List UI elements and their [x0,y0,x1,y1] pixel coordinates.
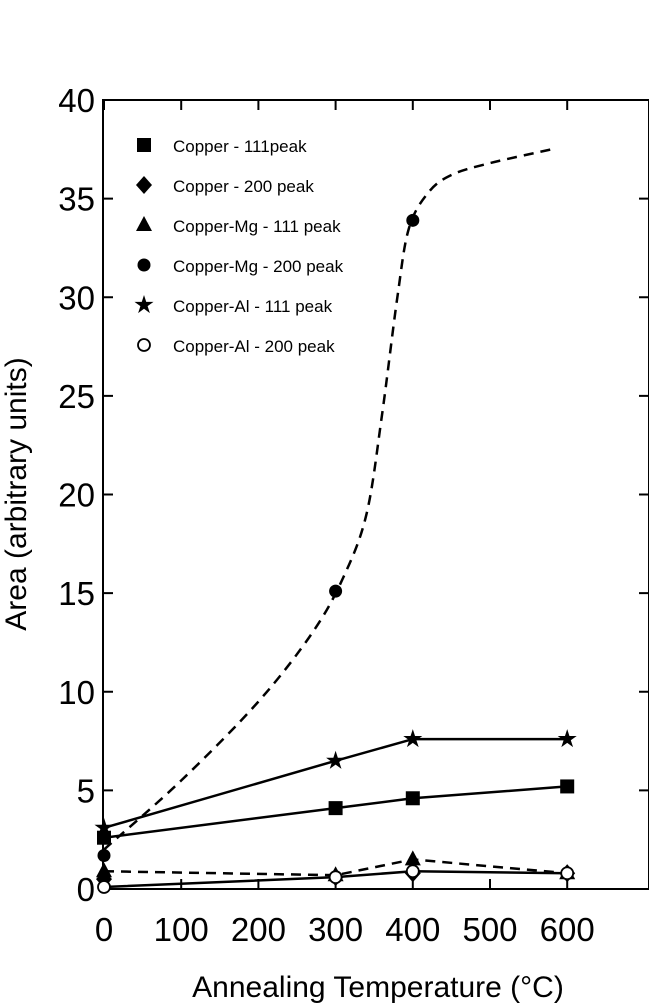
y-tick-label: 25 [58,378,95,415]
legend-label: Copper - 200 peak [173,177,314,196]
data-point-circle [406,213,420,227]
y-axis-title: Area (arbitrary units) [0,357,33,630]
series-line [103,869,568,889]
y-tick-label: 30 [58,279,95,316]
data-point-open-circle [328,870,343,885]
y-tick-label: 35 [58,181,95,218]
y-tick-label: 10 [58,674,95,711]
legend-label: Copper-Mg - 200 peak [173,257,344,276]
y-axis-ticks: 0 5 10 15 20 25 30 35 40 [58,82,649,908]
data-point-star [94,817,114,836]
x-tick-label: 0 [95,911,113,948]
x-axis-title: Annealing Temperature (°C) [192,971,564,1004]
data-point-square [405,791,420,806]
legend-marker-open-circle [137,338,151,352]
data-point-square [97,830,111,845]
legend-label: Copper-Al - 200 peak [173,337,335,356]
legend-label: Copper-Mg - 111 peak [173,217,341,236]
curves-layer [103,148,568,889]
y-tick-label: 20 [58,477,95,514]
legend-label: Copper-Al - 111 peak [173,297,333,316]
data-point-open-circle [405,864,420,879]
y-tick-label: 40 [58,82,95,119]
x-tick-label: 100 [154,911,209,948]
legend-marker-circle [137,258,151,272]
series-line [103,785,568,839]
data-point-circle [97,848,111,862]
x-axis-ticks: 0 100 200 300 400 500 600 [95,100,595,948]
series-line [103,737,568,830]
y-tick-label: 0 [77,871,95,908]
data-point-star [403,729,423,748]
data-point-triangle [96,862,112,878]
x-tick-label: 600 [540,911,595,948]
data-point-open-circle [97,880,111,894]
markers-layer [94,213,577,894]
x-tick-label: 400 [385,911,440,948]
x-tick-label: 200 [231,911,286,948]
data-point-square [560,779,575,794]
legend: Copper - 111peak Copper - 200 peak Copper-… [134,137,344,356]
data-point-square [328,801,343,816]
legend-marker-star [134,295,154,314]
legend-marker-diamond [136,176,152,194]
y-tick-label: 15 [58,575,95,612]
data-point-triangle [404,850,421,866]
y-tick-label: 5 [77,772,95,809]
data-point-star [326,750,346,769]
legend-marker-triangle [136,216,152,231]
data-point-star [557,729,577,748]
series-line [103,148,553,851]
x-tick-label: 300 [308,911,363,948]
data-point-open-circle [560,866,575,881]
data-point-circle [329,584,343,598]
legend-marker-square [137,138,151,152]
legend-label: Copper - 111peak [173,137,307,156]
x-tick-label: 500 [462,911,517,948]
